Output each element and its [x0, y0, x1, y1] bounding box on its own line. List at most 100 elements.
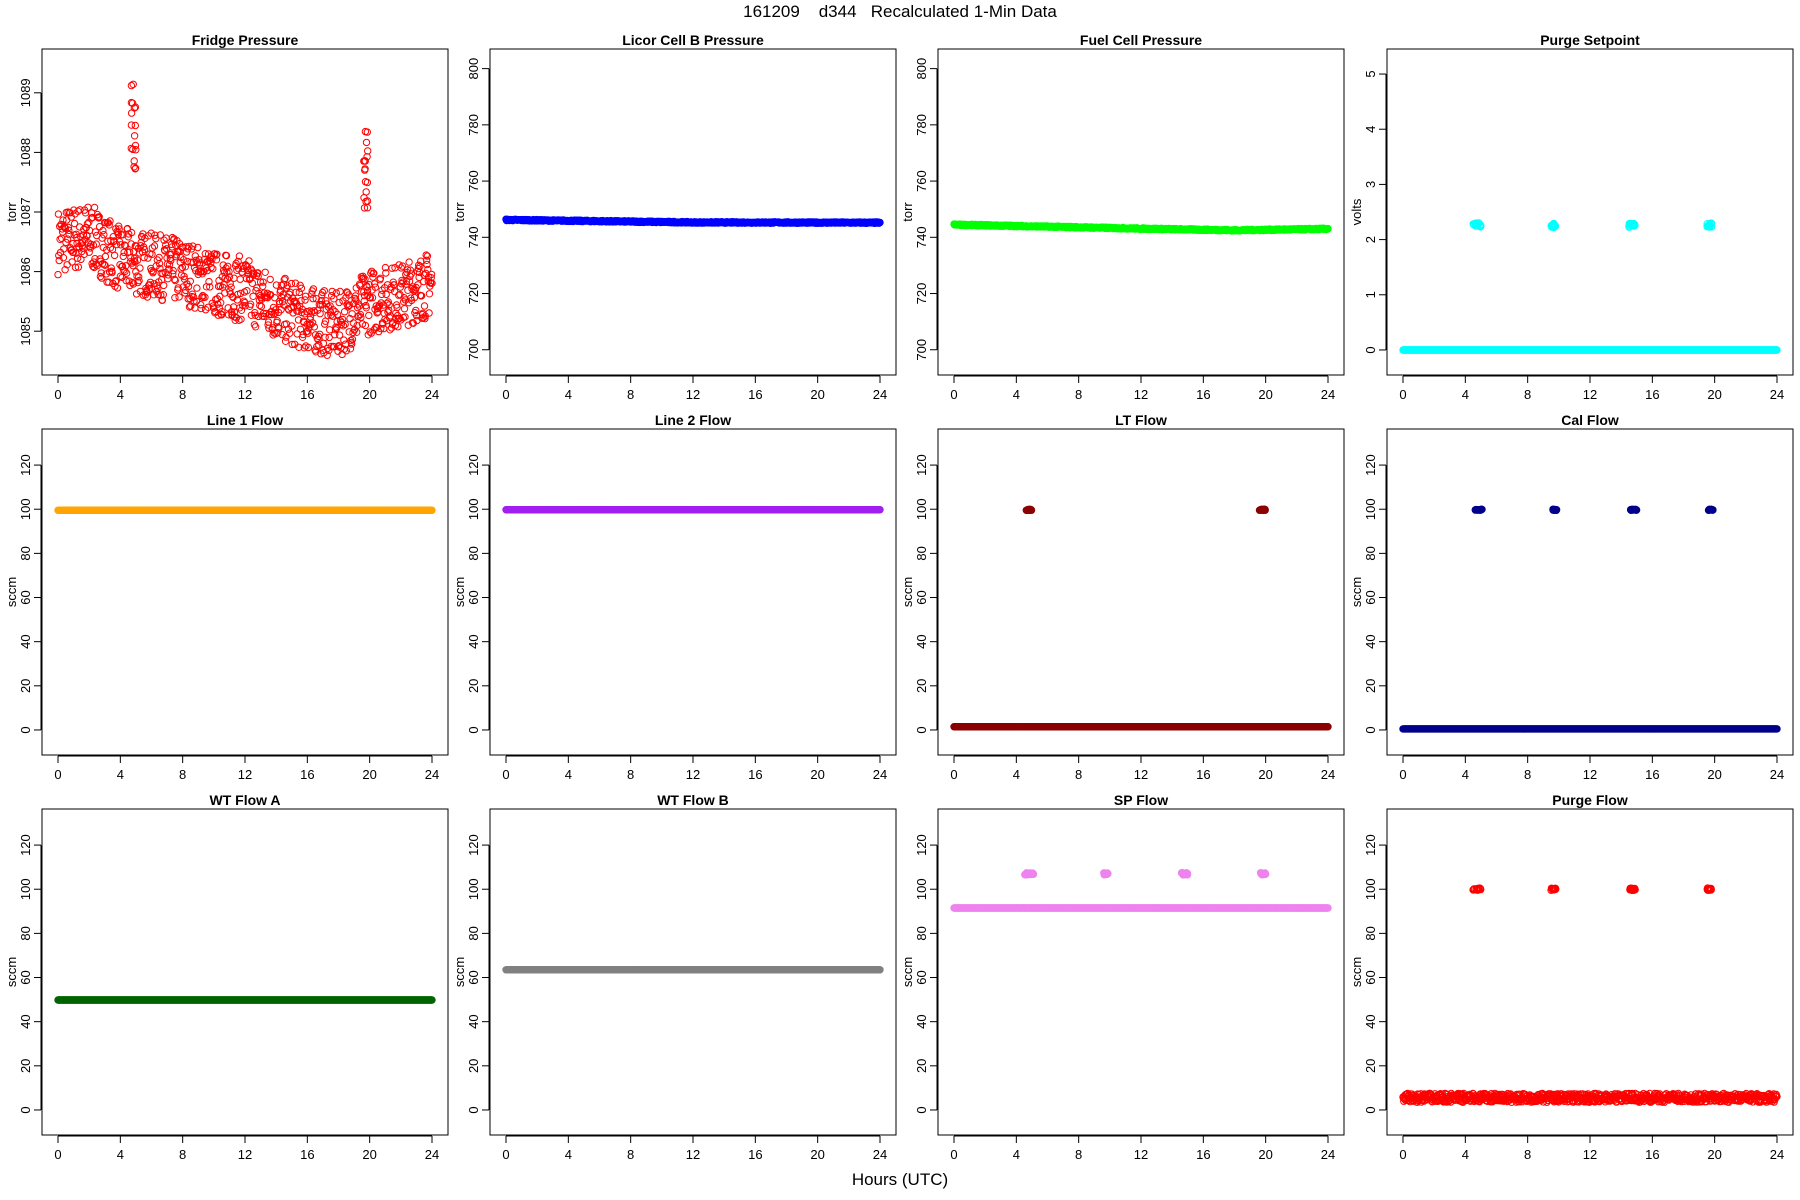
y-tick-label: 60 — [914, 590, 929, 604]
data-point — [336, 287, 344, 296]
panel-title: LT Flow — [1115, 412, 1167, 428]
data-point — [261, 268, 269, 276]
data-point — [62, 216, 71, 224]
data-point — [105, 221, 113, 229]
data-point — [189, 242, 197, 250]
x-tick-label: 0 — [950, 387, 957, 402]
y-tick-label: 120 — [18, 454, 33, 476]
x-tick-label: 24 — [873, 387, 887, 402]
y-tick-label: 1085 — [18, 317, 33, 346]
y-tick-label: 800 — [914, 58, 929, 80]
data-point — [234, 257, 242, 266]
data-point — [77, 255, 85, 264]
data-point — [232, 314, 241, 322]
data-point — [186, 294, 194, 303]
y-tick-label: 0 — [1363, 346, 1378, 353]
data-point — [259, 278, 267, 286]
data-point — [160, 281, 168, 290]
data-point — [193, 284, 201, 292]
panel-title: Line 1 Flow — [207, 412, 283, 428]
x-tick-label: 8 — [1075, 387, 1082, 402]
y-axis-label: torr — [4, 202, 19, 222]
data-point — [174, 284, 182, 292]
data-point — [224, 262, 232, 270]
data-point — [134, 278, 142, 287]
data-point — [251, 309, 259, 317]
data-point — [101, 252, 110, 261]
data-point — [248, 279, 257, 287]
data-point — [274, 329, 282, 337]
y-tick-label: 760 — [914, 170, 929, 192]
data-point — [206, 283, 214, 291]
data-point — [249, 292, 257, 300]
x-tick-label: 8 — [179, 387, 186, 402]
x-tick-label: 24 — [425, 767, 439, 782]
y-tick-label: 700 — [466, 339, 481, 361]
data-point — [256, 278, 265, 286]
data-point — [340, 336, 348, 344]
data-point — [121, 267, 129, 276]
data-point — [314, 335, 322, 344]
data-point — [110, 251, 119, 260]
x-tick-label: 12 — [1583, 387, 1597, 402]
data-point — [304, 329, 312, 337]
data-point — [80, 250, 88, 259]
data-point — [131, 121, 140, 130]
x-tick-label: 12 — [686, 767, 700, 782]
data-point — [309, 285, 318, 293]
data-point — [161, 247, 169, 255]
data-point — [133, 256, 142, 264]
data-point — [236, 275, 244, 283]
data-point — [317, 296, 325, 305]
x-tick-label: 16 — [1196, 387, 1210, 402]
data-point — [212, 256, 221, 264]
y-tick-label: 0 — [914, 726, 929, 733]
data-point — [164, 271, 172, 279]
x-tick-label: 8 — [1524, 387, 1531, 402]
y-tick-label: 80 — [914, 546, 929, 560]
data-point — [202, 306, 210, 314]
data-point — [242, 274, 251, 283]
y-tick-label: 40 — [466, 634, 481, 648]
x-tick-label: 8 — [179, 767, 186, 782]
data-point — [61, 266, 69, 274]
y-tick-label: 1089 — [18, 78, 33, 107]
data-point — [115, 222, 123, 230]
data-point — [122, 269, 131, 277]
x-tick-label: 12 — [1134, 767, 1148, 782]
data-point — [362, 138, 371, 147]
data-point — [140, 253, 148, 262]
data-point — [106, 217, 114, 225]
data-point — [217, 299, 225, 307]
data-point — [207, 263, 215, 272]
data-point — [298, 333, 307, 341]
y-tick-label: 720 — [914, 283, 929, 305]
data-point — [312, 348, 320, 356]
data-point — [143, 293, 152, 301]
data-point — [83, 220, 92, 228]
y-tick-label: 740 — [914, 226, 929, 248]
data-point — [297, 297, 305, 305]
plot-frame — [937, 428, 1345, 756]
data-point — [287, 279, 296, 288]
data-point — [117, 241, 125, 249]
data-point — [201, 250, 210, 258]
data-point — [72, 230, 81, 239]
y-axis-label: sccm — [4, 577, 19, 607]
plot-frame — [937, 48, 1345, 376]
data-point — [328, 287, 336, 296]
data-point — [91, 228, 100, 236]
data-point — [150, 242, 159, 250]
data-point — [90, 203, 99, 212]
data-point — [59, 254, 68, 262]
data-point — [251, 323, 260, 331]
data-point — [66, 209, 74, 217]
y-tick-label: 100 — [914, 498, 929, 520]
data-point — [236, 289, 245, 298]
y-tick-label: 800 — [466, 58, 481, 80]
data-point — [95, 213, 103, 221]
y-tick-label: 60 — [18, 590, 33, 604]
data-point — [112, 277, 120, 285]
data-point — [405, 258, 413, 266]
